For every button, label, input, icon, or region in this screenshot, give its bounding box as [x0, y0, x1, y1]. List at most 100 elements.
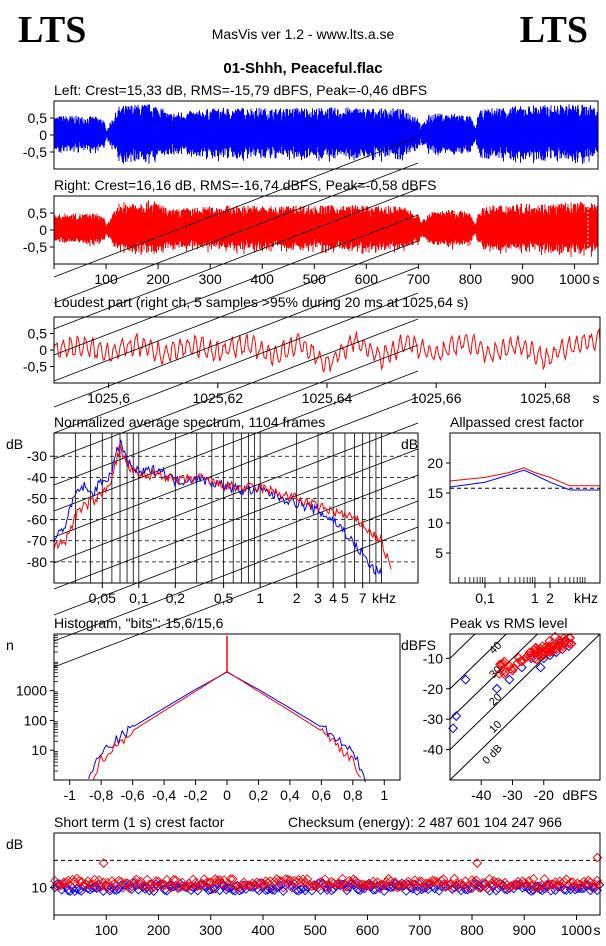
spectrum-series-left	[54, 439, 382, 576]
crest-short-xunit: s	[594, 922, 601, 938]
crest-short-point	[192, 881, 203, 892]
crest-short-point	[168, 874, 179, 885]
spectrum-xtick-label: 4	[329, 590, 337, 606]
spectrum-slope	[53, 370, 419, 512]
wave-left-ytick-label: -0,5	[23, 144, 47, 160]
spectrum-xtick-label: 5	[341, 590, 349, 606]
crest-short-point	[317, 879, 328, 890]
crest-short-point	[309, 880, 319, 891]
spectrum-xtick-label: 3	[314, 590, 322, 606]
spectrum-series-right	[54, 443, 392, 570]
loudest-xtick-label: 1025,62	[192, 390, 243, 406]
allpassed-xunit: kHz	[574, 590, 598, 606]
peak-vs-rms-point	[494, 668, 505, 679]
loudest-xtick-label: 1025,64	[302, 390, 353, 406]
file-title: 01-Shhh, Peaceful.flac	[223, 60, 383, 77]
spectrum-xtick-label: 0,5	[214, 590, 234, 606]
allpassed-ylabel: dB	[401, 436, 418, 452]
crest-short-point	[390, 877, 401, 888]
crest-short-point	[227, 874, 238, 884]
crest-short-point	[552, 880, 563, 891]
histogram-series-right	[92, 670, 362, 780]
crest-short-point	[291, 885, 302, 895]
wave-right-title: Right: Crest=16,16 dB, RMS=-16,74 dBFS, …	[54, 177, 436, 193]
crest-short-point	[89, 882, 100, 893]
spectrum-xtick-label: 7	[359, 590, 367, 606]
peak-vs-rms-xtick-label: -40	[471, 787, 491, 803]
spectrum-frame	[53, 432, 419, 584]
crest-short-point	[76, 876, 87, 887]
histogram-xtick-label: 0,8	[343, 787, 363, 803]
peak-vs-rms-point	[550, 631, 560, 642]
crest-short-point	[335, 879, 346, 890]
peak-vs-rms-point	[448, 723, 459, 734]
wave-left-ytick-label: 0,5	[28, 110, 48, 126]
spectrum-slope	[53, 474, 419, 616]
crest-short-point	[221, 881, 232, 892]
crest-short-point	[530, 882, 541, 893]
wave-right-xtick-label: 700	[407, 271, 431, 287]
crest-short-point	[473, 882, 484, 893]
peak-vs-rms-diagonal	[450, 634, 539, 720]
wave-right-xtick-label: 600	[355, 271, 379, 287]
loudest-ytick-label: 0,5	[28, 326, 48, 342]
histogram-series-left	[88, 671, 366, 783]
crest-short-point	[267, 882, 278, 893]
spectrum-slope	[53, 214, 419, 356]
peak-vs-rms-series-right	[494, 631, 577, 680]
spectrum-ytick-label: -70	[27, 533, 47, 549]
crest-short-point	[216, 878, 227, 889]
histogram-xtick-label: -0,4	[152, 787, 176, 803]
peak-vs-rms-point	[508, 663, 519, 674]
crest-short-point	[109, 884, 120, 895]
crest-short-point	[574, 879, 585, 890]
crest-short-point	[561, 885, 572, 896]
crest-short-point	[570, 882, 581, 892]
loudest-xtick-label: 1025,66	[411, 390, 462, 406]
crest-short-point	[352, 878, 363, 889]
crest-short-point	[131, 874, 142, 885]
histogram-ytick-label: 10	[31, 742, 47, 758]
crest-short-xtick-label: 900	[513, 922, 537, 938]
crest-short-point	[188, 874, 199, 885]
crest-short-point	[278, 882, 289, 893]
crest-short-point	[592, 875, 602, 886]
histogram-ytick-label: 100	[24, 712, 48, 728]
crest-short-point	[306, 881, 317, 892]
histogram-xtick-label: 0,6	[312, 787, 332, 803]
crest-short-point	[594, 879, 605, 890]
crest-short-point	[392, 882, 403, 893]
crest-short-point	[361, 880, 372, 891]
crest-short-xtick-label: 600	[356, 922, 380, 938]
crest-short-point	[539, 874, 550, 884]
crest-short-point	[243, 880, 254, 891]
crest-short-point	[508, 880, 519, 890]
peak-vs-rms-xtick-label: -20	[534, 787, 554, 803]
peak-vs-rms-xunit: dBFS	[562, 787, 597, 803]
wave-left-ytick-label: 0	[39, 127, 47, 143]
peak-vs-rms-diagonal-label: 0 dB	[480, 742, 504, 766]
crest-short-point	[502, 880, 512, 890]
crest-short-point	[232, 881, 243, 892]
crest-short-xtick-label: 1000	[561, 922, 592, 938]
crest-short-point	[324, 880, 335, 890]
crest-short-point	[557, 881, 567, 892]
loudest-frame	[53, 316, 601, 384]
crest-short-point	[203, 877, 214, 888]
peak-vs-rms-point	[451, 711, 462, 722]
crest-short-xtick-label: 700	[408, 922, 432, 938]
crest-short-point	[63, 885, 74, 896]
crest-short-point	[63, 875, 74, 886]
spectrum-slope	[53, 448, 419, 590]
crest-short-point	[313, 882, 324, 893]
allpassed-xtick-label: 1	[531, 590, 539, 606]
crest-short-point	[453, 880, 464, 890]
peak-vs-rms-ytick-label: -30	[423, 711, 443, 727]
peak-vs-rms-point	[531, 654, 542, 665]
peak-vs-rms-point	[504, 674, 515, 685]
crest-short-point	[212, 875, 223, 886]
crest-short-point	[515, 879, 526, 890]
peak-vs-rms-diagonal	[450, 634, 600, 780]
spectrum-xtick-label: 0,2	[166, 590, 186, 606]
peak-vs-rms-point	[491, 683, 502, 694]
